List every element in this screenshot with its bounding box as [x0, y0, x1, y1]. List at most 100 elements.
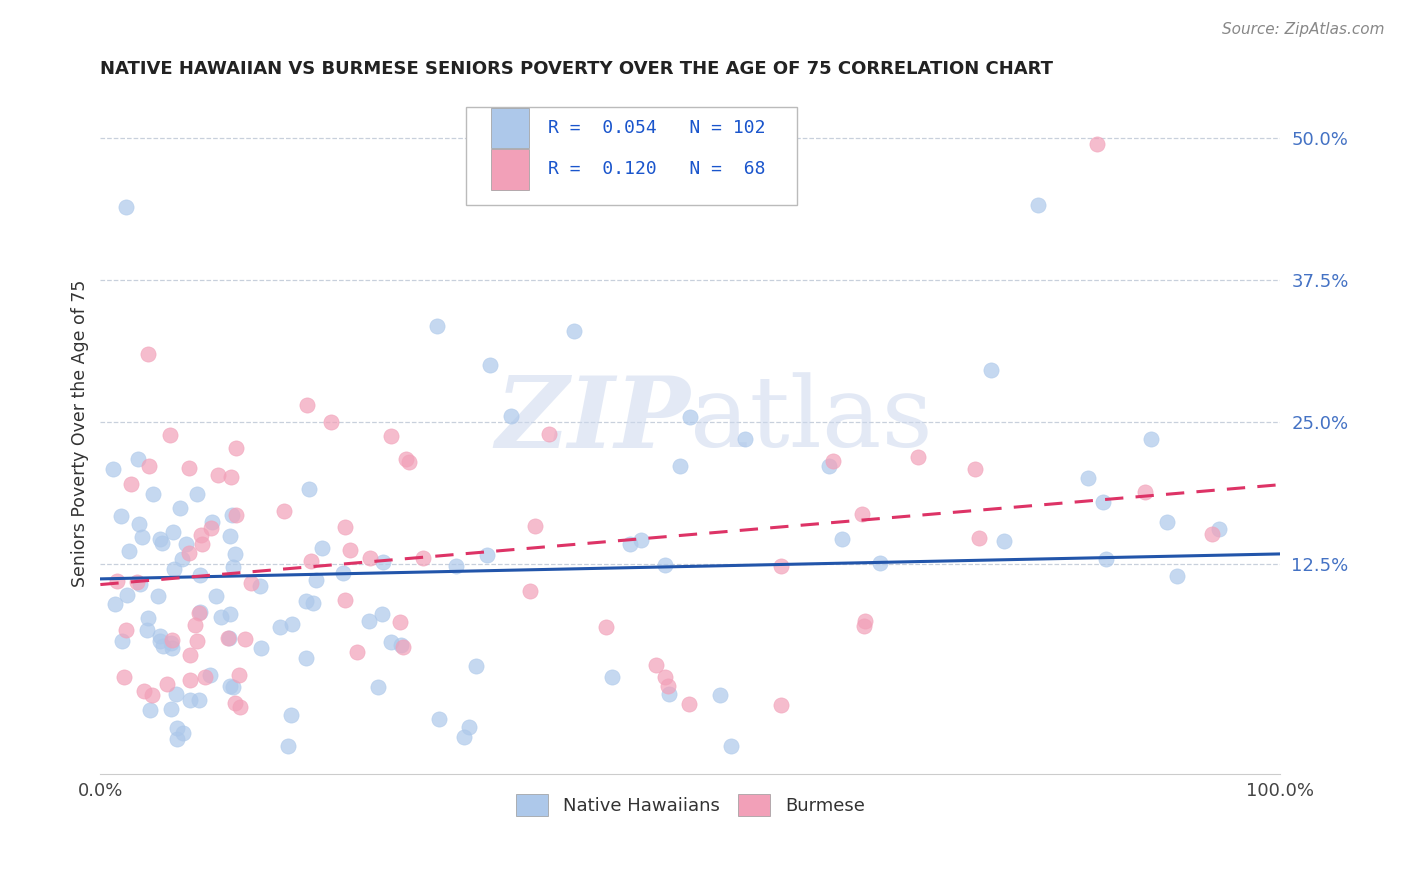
Point	[389, 615, 412, 629]
Point	[172, 725, 194, 739]
Point	[176, 537, 198, 551]
Point	[201, 515, 224, 529]
Point	[770, 698, 793, 712]
Point	[357, 614, 380, 628]
Point	[218, 529, 240, 543]
Point	[229, 700, 252, 714]
Point	[346, 645, 368, 659]
Point	[630, 533, 652, 548]
Point	[165, 687, 187, 701]
Point	[115, 200, 138, 214]
Point	[163, 562, 186, 576]
Point	[821, 454, 844, 468]
Point	[188, 605, 211, 619]
Point	[222, 560, 245, 574]
Point	[219, 607, 242, 621]
Point	[198, 668, 221, 682]
Point	[281, 616, 304, 631]
Point	[239, 575, 262, 590]
Point	[218, 631, 240, 645]
Point	[963, 462, 986, 476]
Point	[160, 633, 183, 648]
Point	[1087, 137, 1109, 152]
Point	[156, 677, 179, 691]
Point	[332, 566, 354, 581]
Point	[162, 524, 184, 539]
Point	[186, 487, 208, 501]
Point	[446, 559, 468, 574]
Point	[367, 680, 389, 694]
Point	[1208, 522, 1230, 536]
Point	[499, 409, 522, 424]
Point	[524, 519, 547, 533]
Point	[907, 450, 929, 464]
Point	[105, 574, 128, 588]
Point	[166, 721, 188, 735]
Point	[128, 517, 150, 532]
Point	[657, 679, 679, 693]
Point	[128, 576, 150, 591]
Point	[371, 607, 394, 622]
Point	[179, 693, 201, 707]
Point	[141, 688, 163, 702]
Point	[104, 597, 127, 611]
Point	[519, 584, 541, 599]
Point	[679, 409, 702, 424]
Point	[136, 611, 159, 625]
Point	[224, 547, 246, 561]
Point	[209, 610, 232, 624]
Point	[110, 633, 132, 648]
Point	[720, 739, 742, 753]
Point	[1156, 516, 1178, 530]
Point	[142, 487, 165, 501]
Point	[101, 461, 124, 475]
Point	[120, 477, 142, 491]
Point	[224, 696, 246, 710]
Point	[249, 579, 271, 593]
Point	[160, 641, 183, 656]
Point	[465, 659, 488, 673]
Point	[294, 651, 316, 665]
Point	[200, 520, 222, 534]
Point	[249, 640, 271, 655]
Point	[134, 684, 156, 698]
Point	[188, 568, 211, 582]
Point	[668, 459, 690, 474]
Legend: Native Hawaiians, Burmese: Native Hawaiians, Burmese	[509, 787, 872, 823]
Point	[160, 636, 183, 650]
Point	[160, 702, 183, 716]
Point	[112, 670, 135, 684]
Point	[110, 509, 132, 524]
Point	[734, 432, 756, 446]
Point	[146, 589, 169, 603]
Point	[277, 739, 299, 753]
Point	[818, 459, 841, 474]
Point	[359, 551, 381, 566]
Point	[118, 544, 141, 558]
Point	[395, 452, 418, 467]
Point	[1166, 569, 1188, 583]
Point	[398, 455, 420, 469]
Point	[207, 468, 229, 483]
Point	[136, 347, 159, 361]
Point	[537, 426, 560, 441]
Point	[299, 554, 322, 568]
Point	[319, 416, 342, 430]
Point	[1139, 432, 1161, 446]
Point	[225, 508, 247, 523]
Point	[166, 732, 188, 747]
Point	[305, 573, 328, 587]
Point	[125, 575, 148, 590]
Point	[280, 707, 302, 722]
Point	[426, 318, 449, 333]
Point	[149, 533, 172, 547]
Point	[131, 530, 153, 544]
Point	[1095, 552, 1118, 566]
Point	[1077, 471, 1099, 485]
Point	[191, 537, 214, 551]
Point	[1026, 198, 1049, 212]
Point	[169, 501, 191, 516]
Point	[853, 614, 876, 628]
Point	[427, 712, 450, 726]
Text: ZIP: ZIP	[495, 372, 690, 468]
